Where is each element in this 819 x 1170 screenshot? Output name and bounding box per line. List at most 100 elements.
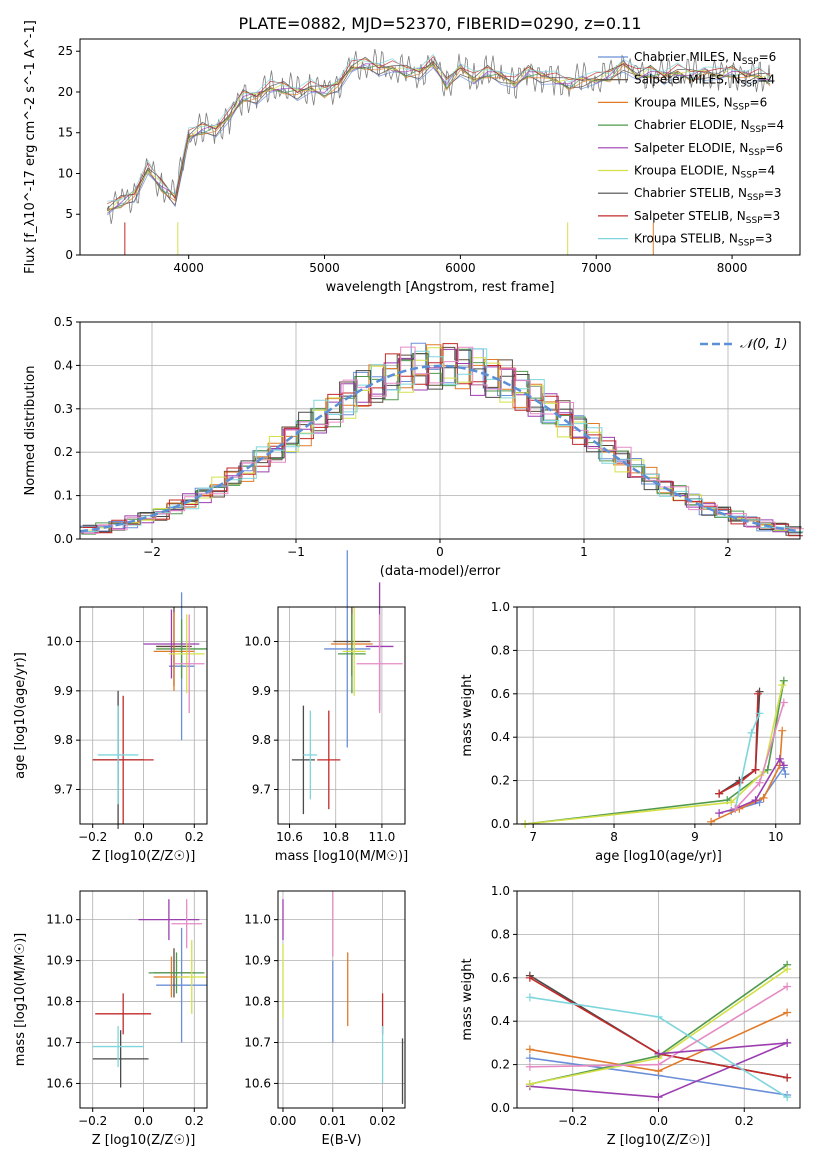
x-tick-label: 2 [724,545,732,559]
weight-marker [779,698,788,707]
axes-frame [277,606,406,825]
x-tick-label: −2 [143,545,161,559]
x-tick-label: 11.0 [369,830,396,844]
y-tick-label: 0.4 [54,358,73,372]
legend-label: Kroupa ELODIE, NSSP=4 [634,164,775,181]
x-tick-label: 9 [691,830,699,844]
figure-title: PLATE=0882, MJD=52370, FIBERID=0290, z=0… [238,14,641,33]
y-tick-label: 9.9 [54,684,73,698]
legend-label: Kroupa MILES, NSSP=6 [634,95,767,112]
plot-area [282,891,404,1104]
weight-marker [783,1093,792,1102]
x-tick-label: 8000 [717,261,748,275]
y-tick-label: 0.1 [54,489,73,503]
y-axis-label: Normed distribution [23,366,38,496]
weight-marker [783,982,792,991]
weight-marker [778,681,787,690]
weight-marker [755,709,764,718]
histogram-step-chabrier-stelib [82,349,803,534]
x-tick-label: 0.0 [134,830,153,844]
weight-marker [735,778,744,787]
x-tick-label: 0.02 [369,1114,396,1128]
x-tick-label: −0.2 [78,830,107,844]
x-tick-label: −1 [287,545,305,559]
weight-line [525,684,783,825]
axis-frame-group: −0.2 0.0 0.2 10.6 10.7 10.8 10.9 11.0 Z [log10(Z… [13,890,208,1148]
y-tick-label: 0.4 [491,730,510,744]
x-tick-label: 1 [580,545,588,559]
plot-area [525,960,792,1102]
y-tick-label: 15 [58,126,73,140]
x-tick-label: 6000 [445,261,476,275]
plot-area [521,676,790,828]
model-line-salpeter-elodie [106,59,771,214]
weight-marker [715,809,724,818]
y-tick-label: 0.2 [491,774,510,788]
y-tick-label: 0.6 [491,971,510,985]
weight-marker [779,761,788,770]
axis-frame-group: 10.6 10.8 11.0 9.7 9.8 9.9 10.0 mass [log10(M/M… [244,606,408,864]
x-tick-label: −0.2 [558,1114,587,1128]
weight-marker [763,765,772,774]
y-tick-label: 0 [65,248,73,262]
y-tick-label: 0.3 [54,402,73,416]
x-tick-label: 10 [768,830,783,844]
legend-label: Salpeter STELIB, NSSP=3 [634,209,780,226]
weight-marker [525,993,534,1002]
axis-frame-group: −0.2 0.0 0.2 9.7 9.8 9.9 10.0 Z [log10(Z/Z☉)] ag… [13,606,208,864]
weight-marker [751,796,760,805]
y-tick-label: 10.8 [244,995,271,1009]
plot-area [92,592,207,829]
histogram-step-chabrier-elodie [81,348,802,535]
y-axis-label: mass [log10(M/M☉)] [13,933,28,1066]
axes-frame [277,890,406,1109]
x-tick-label: 10.6 [276,830,303,844]
weight-marker [783,1038,792,1047]
weight-marker [753,689,762,698]
weight-marker [755,778,764,787]
y-tick-label: 11.0 [244,913,271,927]
x-tick-label: 0.2 [735,1114,754,1128]
y-axis-label: age [log10(age/yr)] [13,652,28,779]
y-tick-label: 0.2 [54,445,73,459]
axes-mass_vs_ebv: 0.00 0.01 0.02 10.6 10.7 10.8 10.9 11.0 E(B-V) [244,890,406,1148]
y-tick-label: 10.7 [46,1035,73,1049]
weight-marker [525,973,534,982]
y-tick-label: 0.5 [54,315,73,329]
y-tick-label: 1.0 [491,884,510,898]
axes-age_vs_Z: −0.2 0.0 0.2 9.7 9.8 9.9 10.0 Z [log10(Z/Z☉)] ag… [13,592,208,864]
weight-marker [654,1012,663,1021]
axis-frame-group: 7 8 9 10 0.0 0.2 0.4 0.6 0.8 1.0 age [log10(age/yr… [460,600,801,864]
x-axis-label: Z [log10(Z/Z☉)] [607,1133,711,1148]
axis-frame-group: −0.2 0.0 0.2 0.0 0.2 0.4 0.6 0.8 1.0 Z [log10(Z/Z… [460,884,801,1148]
weight-marker [775,754,784,763]
y-tick-label: 10.0 [244,635,271,649]
x-tick-label: 8 [610,830,618,844]
weight-line [525,680,785,825]
weight-marker [778,726,787,735]
x-tick-label: 0.0 [649,1114,668,1128]
x-tick-label: −0.2 [78,1114,107,1128]
axes-frame [516,606,801,825]
y-tick-label: 10.6 [244,1076,271,1090]
y-tick-label: 0.2 [491,1058,510,1072]
x-tick-label: 7000 [581,261,612,275]
x-tick-label: 4000 [173,261,204,275]
y-tick-label: 5 [65,207,73,221]
legend-label-gaussian: 𝒩(0, 1) [740,337,787,352]
y-tick-label: 0.8 [491,927,510,941]
weight-line [658,1042,788,1055]
x-tick-label: 7 [529,830,537,844]
y-tick-label: 10.8 [46,995,73,1009]
y-tick-label: 9.7 [252,782,271,796]
x-tick-label: 0 [436,545,444,559]
weight-marker [731,804,740,813]
weight-line [718,693,759,795]
plots-group: Chabrier MILES, NSSP=6 Salpeter MILES, NS… [13,20,804,1148]
axes-frame [79,38,801,256]
y-axis-label: mass weight [460,958,475,1040]
y-tick-label: 10 [58,166,73,180]
x-axis-label: wavelength [Angstrom, rest frame] [326,280,555,295]
weight-marker [747,728,756,737]
